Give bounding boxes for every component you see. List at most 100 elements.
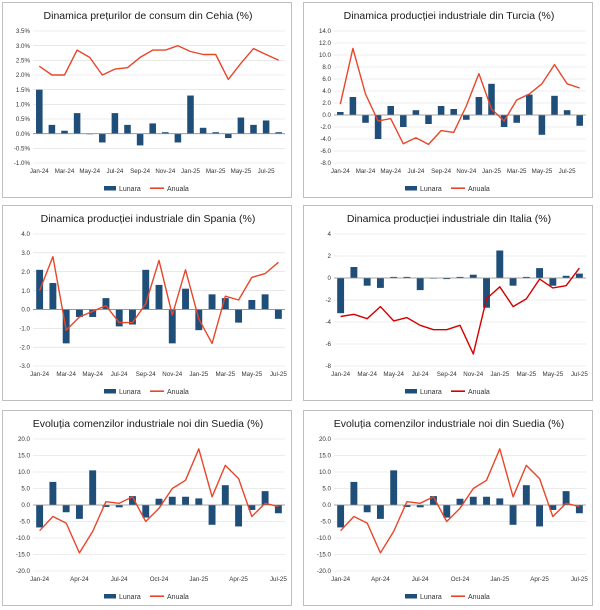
bar-lunara (129, 309, 136, 325)
chart-es-industrial-production: Dinamica producției industriale din Span… (2, 205, 292, 401)
x-tick-label: Jul-24 (412, 576, 429, 583)
y-tick-label: -6.0 (320, 148, 331, 155)
bar-lunara (387, 106, 394, 115)
line-anuala (39, 448, 279, 554)
bar-lunara (349, 97, 357, 115)
bar-lunara (36, 89, 43, 134)
y-tick-label: 5.0 (322, 486, 331, 493)
x-tick-label: Sep-24 (136, 371, 157, 378)
bar-lunara (136, 133, 144, 146)
x-tick-label: Jul-25 (559, 168, 576, 175)
line-anuala (340, 448, 580, 554)
bar-lunara (549, 505, 557, 510)
bar-lunara (412, 110, 420, 115)
legend-label-anuala: Anuala (167, 389, 189, 396)
bar-lunara (99, 133, 106, 143)
x-tick-label: Jan-24 (30, 576, 49, 583)
bar-lunara (390, 470, 398, 505)
bar-lunara (400, 115, 407, 127)
y-tick-label: -8.0 (320, 160, 331, 167)
chart-title: Evoluția comenzilor industriale noi din … (334, 418, 565, 430)
y-tick-label: 2.0 (322, 100, 331, 107)
x-tick-label: Apr-25 (530, 576, 549, 583)
y-tick-label: -4.0 (320, 136, 331, 143)
bar-lunara (221, 298, 229, 310)
bar-lunara (469, 274, 477, 278)
bar-lunara (274, 309, 282, 319)
y-tick-label: 0 (328, 275, 332, 282)
bar-lunara (208, 505, 216, 525)
bar-lunara (526, 94, 533, 115)
x-tick-label: Mar-25 (216, 371, 236, 378)
y-tick-label: 3.0 (21, 250, 30, 257)
y-tick-label: 1.5% (16, 87, 31, 94)
y-tick-label: 0.0% (16, 131, 31, 138)
y-tick-label: -3.0 (19, 363, 30, 370)
bar-lunara (376, 278, 384, 288)
bar-lunara (261, 294, 269, 310)
x-tick-label: Mar-25 (517, 371, 537, 378)
bar-lunara (48, 124, 56, 134)
y-tick-label: -5.0 (19, 519, 30, 526)
x-tick-label: Jan-24 (331, 371, 350, 378)
bar-lunara (168, 309, 176, 344)
x-tick-label: Mar-24 (56, 371, 76, 378)
x-tick-label: Jul-25 (571, 576, 588, 583)
x-tick-label: Mar-25 (507, 168, 527, 175)
legend-label-lunara: Lunara (119, 186, 141, 193)
bar-lunara (182, 496, 189, 505)
bar-lunara (496, 250, 504, 278)
bar-lunara (483, 496, 490, 505)
x-tick-label: Mar-24 (357, 371, 377, 378)
x-tick-label: Mar-24 (356, 168, 376, 175)
x-tick-label: May-25 (543, 371, 564, 378)
bar-lunara (562, 275, 570, 278)
y-tick-label: -2.0 (19, 344, 30, 351)
y-tick-label: 10.0 (319, 469, 332, 476)
bar-lunara (416, 278, 424, 291)
bar-lunara (443, 505, 451, 518)
bar-lunara (430, 496, 437, 505)
x-tick-label: Jan-24 (331, 168, 350, 175)
x-tick-label: Jul-25 (571, 371, 588, 378)
bar-lunara (403, 276, 411, 278)
y-tick-label: -0.5% (14, 146, 31, 153)
y-tick-label: 3.0% (16, 43, 31, 50)
y-tick-label: -2.0 (320, 124, 331, 131)
bar-lunara (142, 269, 150, 310)
bar-lunara (469, 496, 477, 505)
chart-se-industrial-orders: Evoluția comenzilor industriale noi din … (2, 410, 292, 606)
legend-swatch-lunara (405, 594, 417, 599)
legend-label-anuala: Anuala (167, 186, 189, 193)
bar-lunara (425, 115, 432, 124)
y-tick-label: -15.0 (16, 552, 31, 559)
x-tick-label: Jan-25 (189, 576, 208, 583)
bar-lunara (237, 117, 245, 134)
bar-lunara (538, 115, 546, 135)
chart-svg: Dinamica producției industriale din Ital… (325, 213, 588, 396)
bar-lunara (212, 132, 219, 134)
bar-lunara (483, 278, 490, 308)
bar-lunara (115, 505, 123, 508)
bar-lunara (416, 505, 424, 508)
y-tick-label: 2.5% (16, 58, 31, 65)
chart-title: Dinamica producției industriale din Turc… (344, 10, 555, 22)
chart-cz-cpi: Dinamica prețurilor de consum din Cehia … (2, 2, 292, 198)
y-tick-label: 12.0 (319, 40, 332, 47)
bar-lunara (337, 112, 344, 115)
x-tick-label: Jan-25 (189, 371, 208, 378)
bar-lunara (225, 133, 232, 139)
bar-lunara (248, 505, 256, 510)
x-tick-label: Nov-24 (456, 168, 477, 175)
x-tick-label: Jan-25 (490, 371, 509, 378)
x-tick-label: Apr-24 (371, 576, 390, 583)
bar-lunara (522, 276, 530, 278)
y-tick-label: 5.0 (21, 486, 30, 493)
bar-lunara (403, 505, 411, 507)
bar-lunara (142, 505, 150, 518)
line-anuala (38, 255, 279, 345)
bar-lunara (456, 498, 464, 505)
bar-lunara (509, 278, 517, 286)
chart-tr-industrial-production: Dinamica producției industriale din Turc… (303, 2, 593, 198)
y-tick-label: 0.0 (322, 112, 331, 119)
